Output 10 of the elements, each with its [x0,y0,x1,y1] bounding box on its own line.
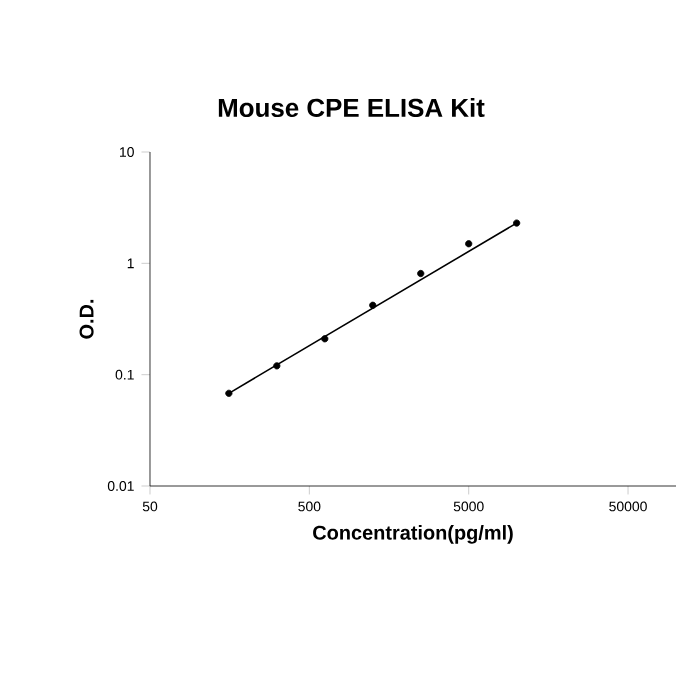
point [369,301,377,309]
x-axis-title: Concentration(pg/ml) [313,525,513,544]
point [273,362,281,370]
chart-title: Mouse CPE ELISA Kit [218,97,485,117]
point [321,335,329,343]
point [513,219,521,227]
point [465,240,473,248]
point [225,389,233,397]
y-axis-title: O.D. [79,299,94,339]
point [417,269,425,278]
